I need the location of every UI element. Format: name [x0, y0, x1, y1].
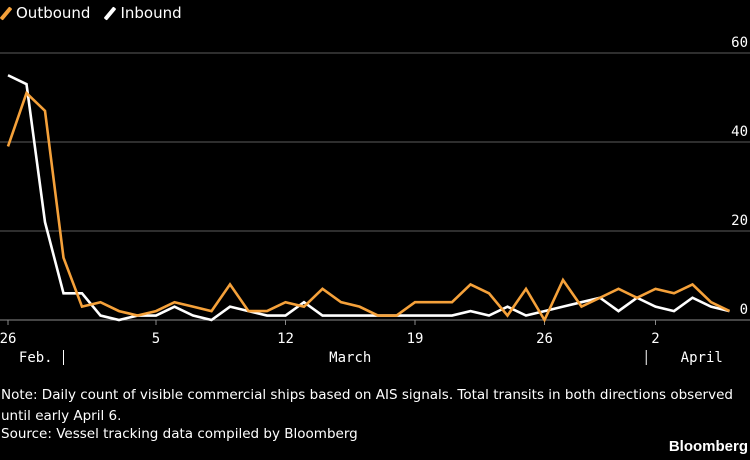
x-tick-label-3: 19	[407, 331, 424, 347]
month-label-1: March	[329, 350, 371, 366]
x-tick-label-4: 26	[536, 331, 553, 347]
note-text: Note: Daily count of visible commercial …	[1, 387, 733, 424]
inbound-swatch	[104, 5, 117, 21]
line-chart: 0 20 40 60 26 5 12 19 26 2 Feb. March April	[0, 35, 750, 366]
month-label-0: Feb.	[19, 350, 53, 366]
y-tick-label-40: 40	[731, 124, 748, 140]
chart-note: Note: Daily count of visible commercial …	[1, 385, 746, 427]
chart-source: Source: Vessel tracking data compiled by…	[1, 426, 358, 442]
y-tick-label-0: 0	[740, 302, 748, 318]
bloomberg-logo: Bloomberg	[668, 438, 748, 455]
month-label-2: April	[681, 350, 723, 366]
x-tick-label-2: 12	[277, 331, 294, 347]
chart-legend: Outbound Inbound	[0, 2, 196, 24]
series-line-outbound	[6, 90, 731, 323]
x-tick-label-1: 5	[152, 331, 160, 347]
legend-item-outbound: Outbound	[0, 4, 90, 22]
x-tick-label-0: 26	[0, 331, 16, 347]
y-tick-label-20: 20	[731, 213, 748, 229]
legend-item-inbound: Inbound	[104, 4, 182, 22]
series-line-inbound	[7, 74, 730, 322]
outbound-swatch	[0, 5, 13, 21]
y-tick-label-60: 60	[731, 35, 748, 51]
legend-label-inbound: Inbound	[120, 4, 182, 22]
legend-label-outbound: Outbound	[16, 4, 91, 22]
x-tick-label-5: 2	[651, 331, 659, 347]
